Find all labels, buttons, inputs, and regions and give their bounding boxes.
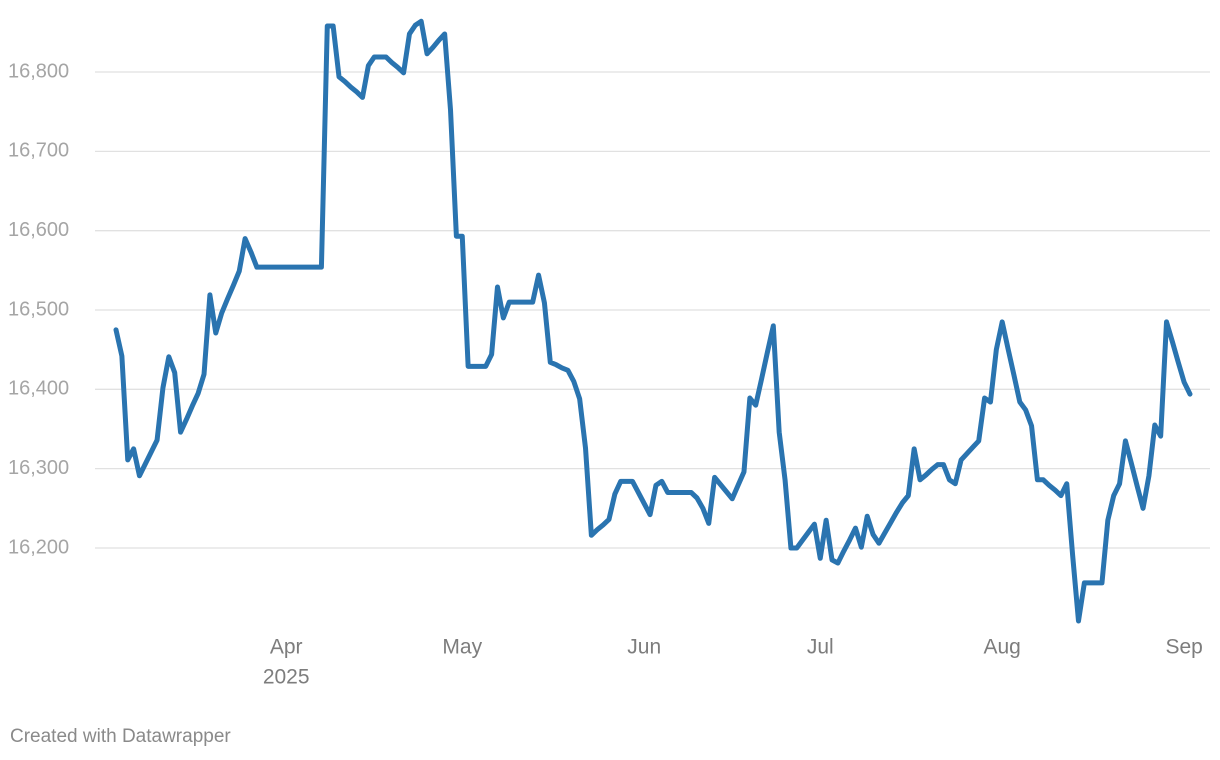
- y-tick-label: 16,700: [8, 140, 69, 162]
- x-tick-label: Jul: [807, 636, 834, 659]
- x-tick-label: Sep: [1165, 636, 1202, 659]
- x-year-label: 2025: [263, 666, 310, 689]
- y-tick-label: 16,800: [8, 60, 69, 82]
- line: [113, 18, 1193, 624]
- y-tick-label: 16,200: [8, 536, 69, 558]
- x-tick-label: Aug: [984, 636, 1021, 659]
- x-tick-label: May: [442, 636, 482, 659]
- x-tick-label: Jun: [627, 636, 661, 659]
- y-tick-label: 16,500: [8, 298, 69, 320]
- y-tick-label: 16,600: [8, 219, 69, 241]
- credit: Created with Datawrapper: [10, 726, 231, 747]
- x-tick-label: Apr: [270, 636, 303, 659]
- y-tick-label: 16,400: [8, 378, 69, 400]
- y-tick-label: 16,300: [8, 457, 69, 479]
